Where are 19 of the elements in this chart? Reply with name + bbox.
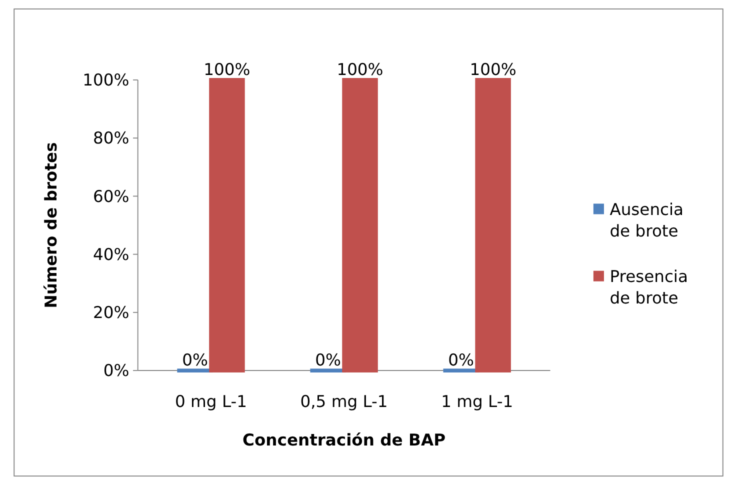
y-tick-label: 20% [92,303,130,322]
legend-label: Presencia de brote [610,267,688,308]
data-label: 0% [448,350,474,370]
y-tick-label: 100% [82,70,130,90]
data-label: 100% [470,60,516,80]
y-axis-title: Número de brotes [41,142,60,308]
data-label: 0% [182,350,208,370]
data-label: 100% [336,60,384,80]
x-axis-title: Concentración de BAP [242,430,446,450]
legend-label: Ausencia de brote [610,200,684,240]
y-tick-label: 0% [103,361,130,380]
x-tick-label: 1 mg L-1 [441,392,514,411]
data-label: 0% [315,350,342,370]
data-label: 100% [204,60,250,80]
x-tick-label: 0,5 mg L-1 [300,392,388,411]
x-tick-label: 0 mg L-1 [175,392,248,411]
y-tick-label: 40% [92,245,130,264]
y-tick-label: 60% [92,186,130,206]
y-tick-label: 80% [92,128,130,148]
